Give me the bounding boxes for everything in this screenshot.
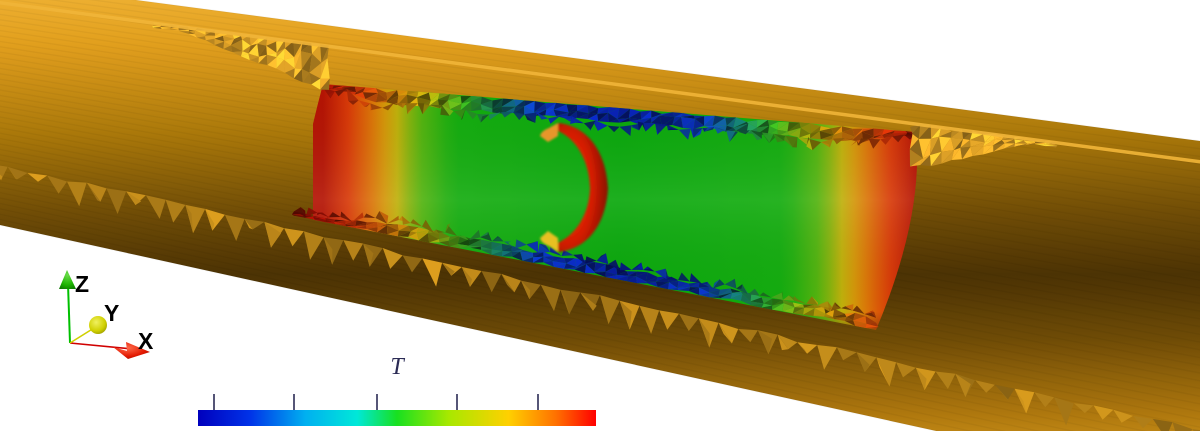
svg-text:Y: Y [104, 300, 119, 326]
svg-text:Z: Z [75, 271, 89, 297]
svg-text:T: T [390, 354, 405, 380]
svg-text:X: X [138, 328, 154, 354]
